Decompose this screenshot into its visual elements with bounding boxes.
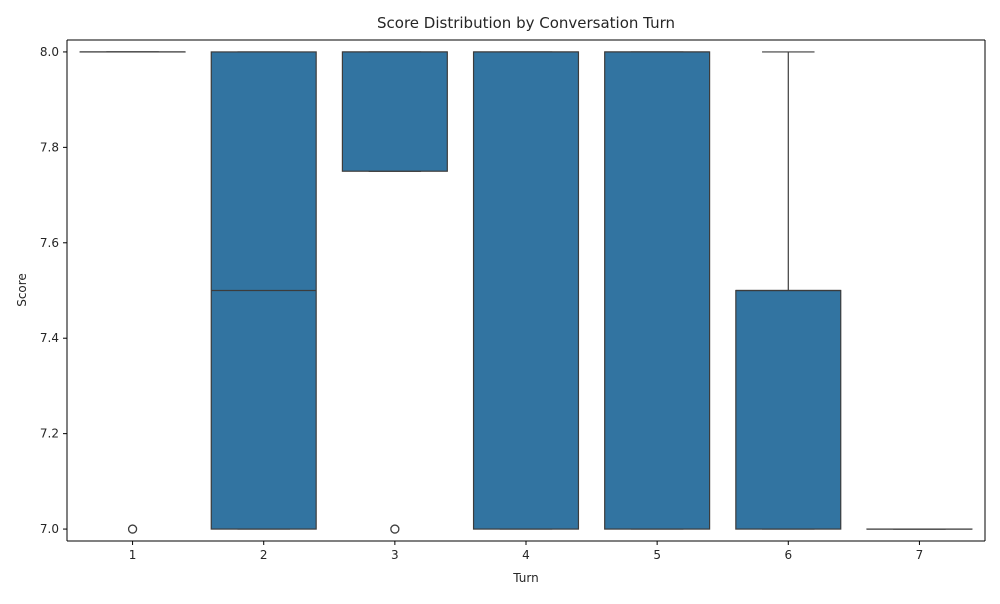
x-tick-label: 1 — [129, 548, 137, 562]
x-tick-label: 6 — [784, 548, 792, 562]
box-group-turn-3 — [342, 52, 447, 533]
box-iqr — [474, 52, 579, 529]
box-iqr — [605, 52, 710, 529]
y-axis-label: Score — [15, 273, 29, 307]
box-group-turn-6 — [736, 52, 841, 529]
y-tick-label: 7.0 — [40, 522, 59, 536]
y-tick-label: 7.6 — [40, 236, 59, 250]
x-tick-label: 3 — [391, 548, 399, 562]
x-tick-label: 5 — [653, 548, 661, 562]
y-tick-label: 8.0 — [40, 45, 59, 59]
x-axis-label: Turn — [512, 571, 538, 585]
x-tick-label: 2 — [260, 548, 268, 562]
box-group-turn-1 — [80, 52, 185, 533]
box-group-turn-4 — [474, 52, 579, 529]
x-tick-label: 4 — [522, 548, 530, 562]
y-tick-label: 7.2 — [40, 427, 59, 441]
box-group-turn-2 — [211, 52, 316, 529]
x-tick-label: 7 — [916, 548, 924, 562]
box-group-turn-5 — [605, 52, 710, 529]
plot-area — [80, 52, 972, 533]
y-tick-label: 7.4 — [40, 331, 59, 345]
box-iqr — [342, 52, 447, 171]
box-iqr — [736, 291, 841, 530]
outlier-point — [391, 525, 399, 533]
outlier-point — [129, 525, 137, 533]
y-tick-label: 7.8 — [40, 140, 59, 154]
chart-title: Score Distribution by Conversation Turn — [377, 14, 675, 32]
